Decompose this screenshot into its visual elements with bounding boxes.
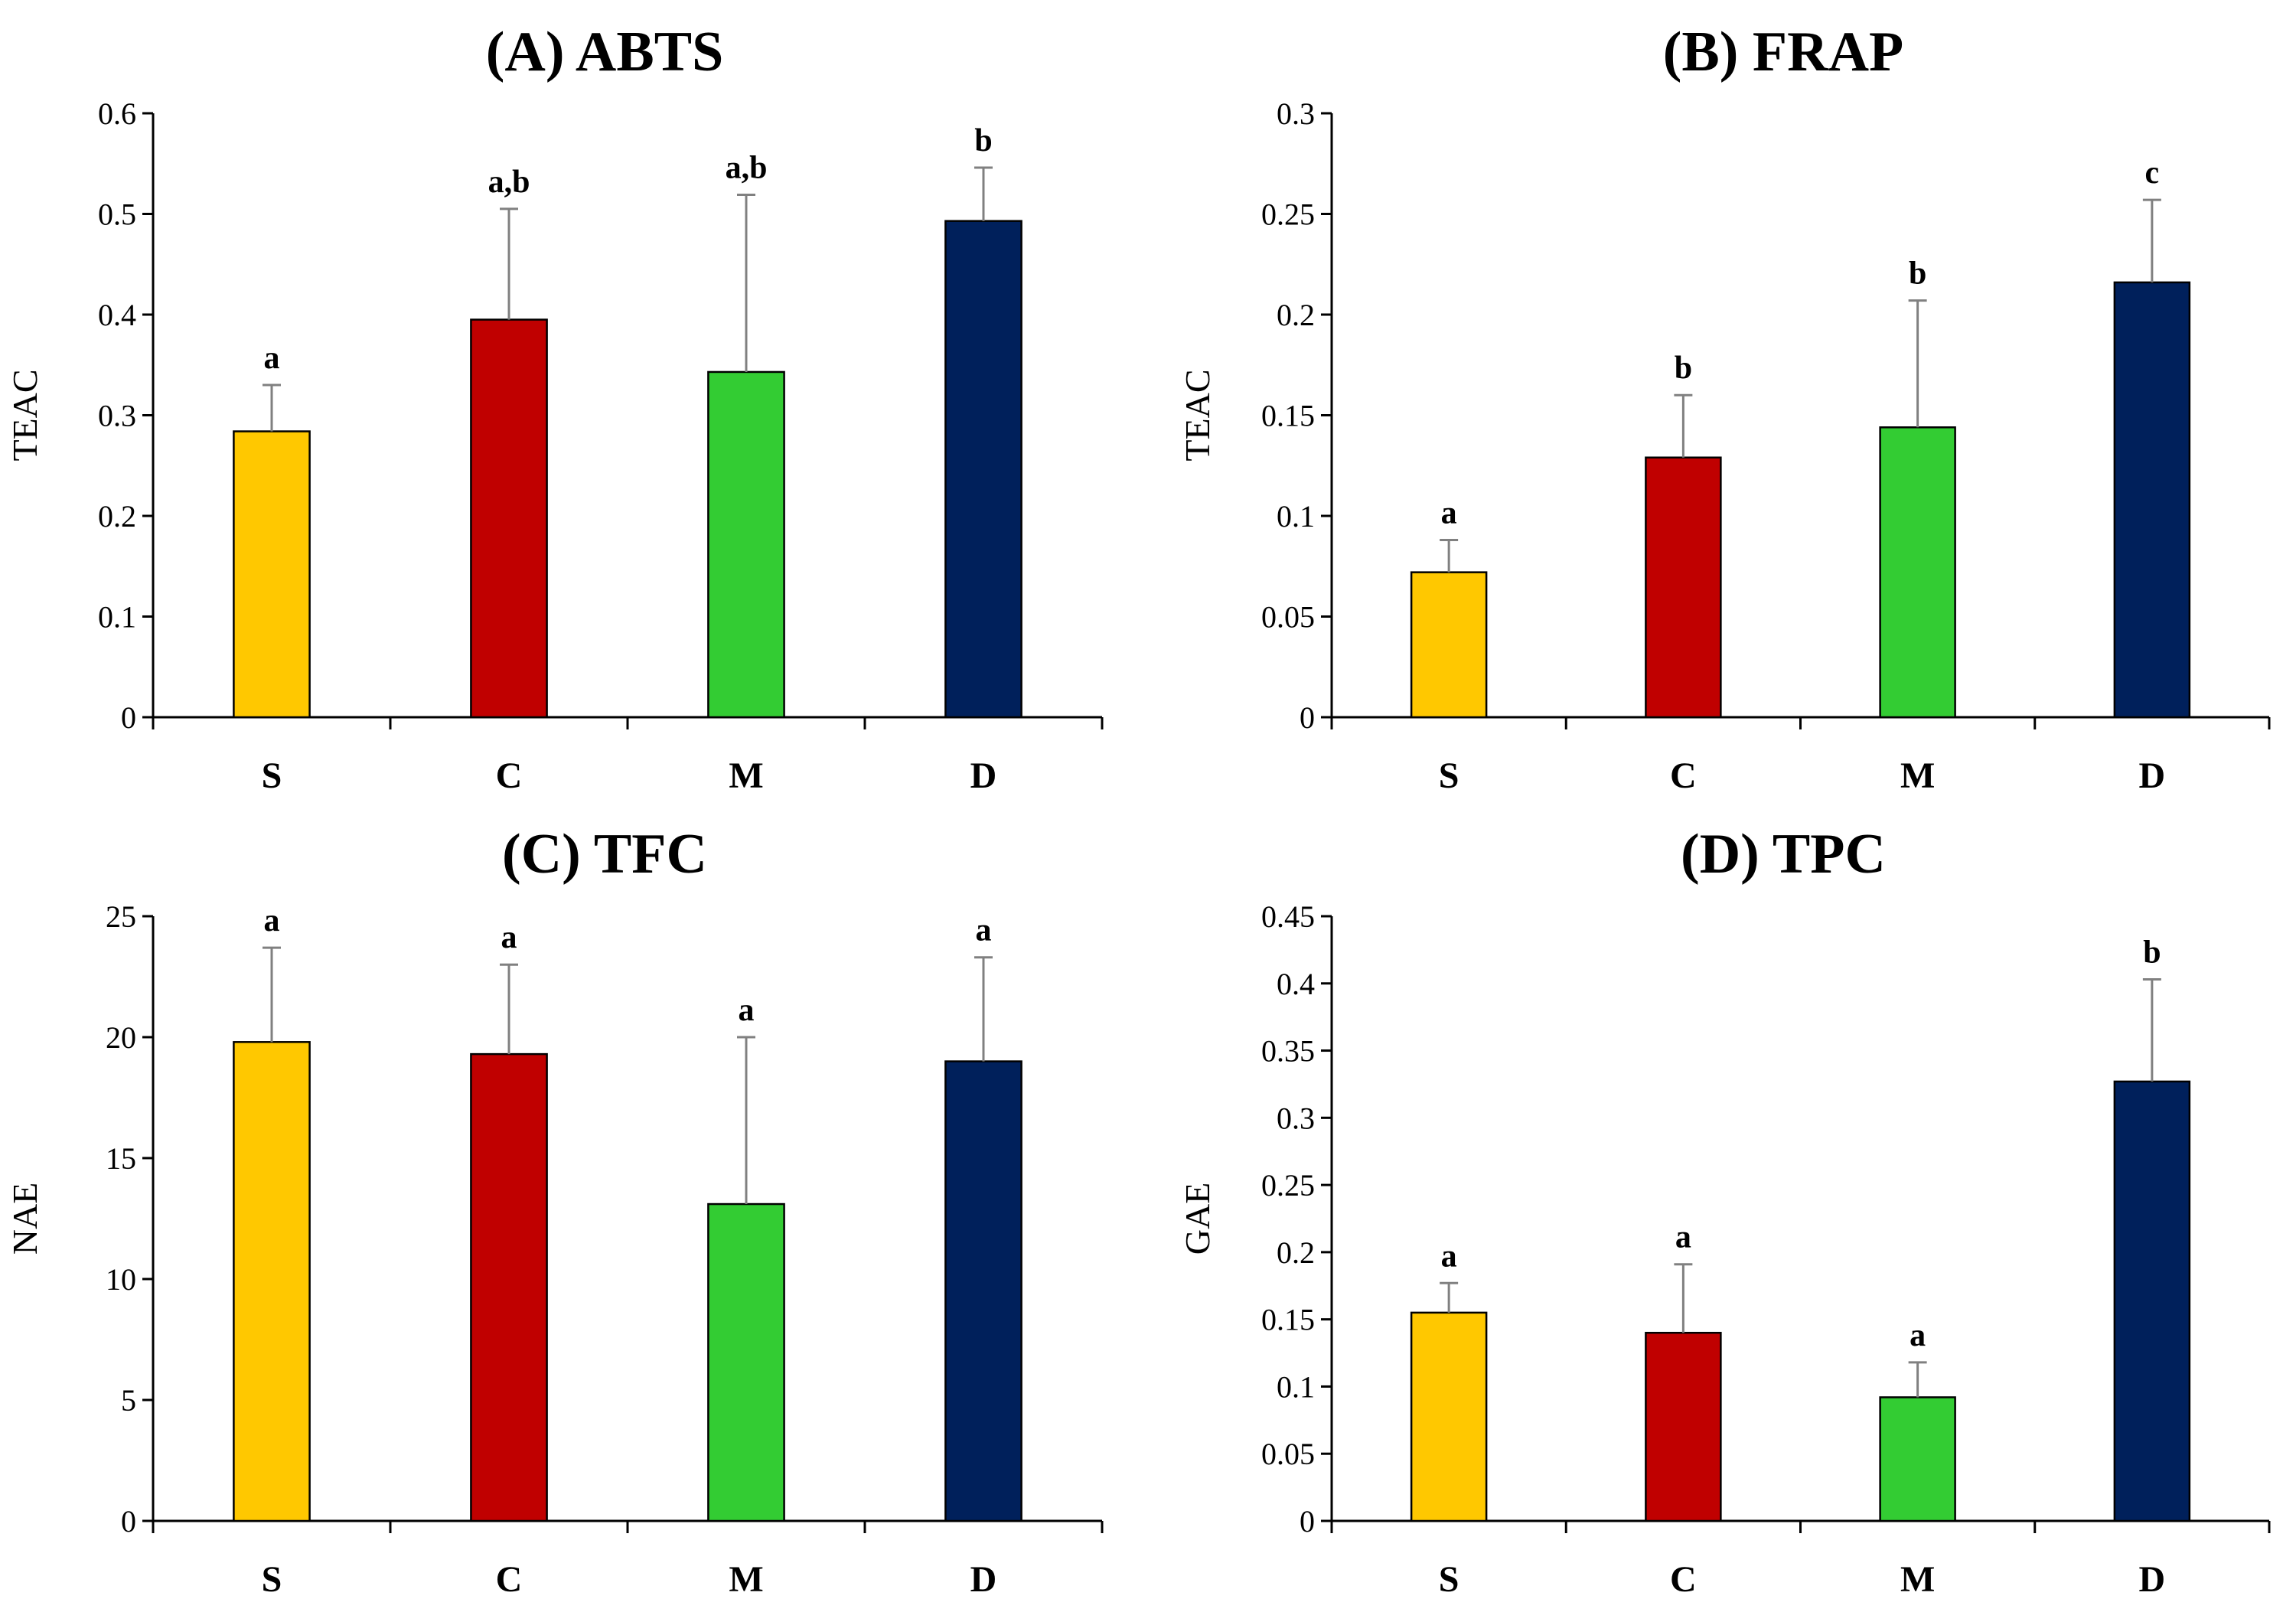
significance-label: a: [501, 920, 517, 955]
bar-m: [707, 370, 785, 719]
chart-panel-2: (B) FRAP TEAC 0 0.05 0.1 0.15 0.2 0.25 0.3 a Sb Cb M…: [1178, 21, 2271, 796]
y-tick-label: 0.2: [1277, 298, 1315, 332]
chart-panel-3: (C) TFC NAE 0 5 10 15 20 25 a Sa Ca Ma D: [5, 823, 1104, 1600]
x-tick-label: C: [1670, 755, 1697, 796]
y-tick-label: 0.4: [1277, 967, 1315, 1001]
chart-panel-4: (D) TPC GAE 0 0.05 0.1 0.15 0.2 0.25 0.3 0.35 0.4 0…: [1178, 823, 2271, 1600]
y-tick-label: 0.15: [1261, 399, 1315, 433]
bar-d: [2113, 281, 2191, 719]
y-tick-label: 0.2: [1277, 1235, 1315, 1270]
x-tick-label: S: [1439, 1559, 1459, 1600]
bar-m: [707, 1202, 785, 1522]
y-tick-label: 0.6: [98, 96, 136, 131]
y-tick-label: 0.25: [1261, 197, 1315, 232]
x-tick-label: D: [2139, 1559, 2166, 1600]
bar-d: [944, 1060, 1022, 1522]
chart-title: (B) FRAP: [1663, 21, 1903, 83]
x-tick-label: M: [729, 1559, 763, 1600]
y-axis-label: TEAC: [5, 369, 44, 461]
y-tick-label: 0.1: [98, 600, 136, 635]
significance-label: a: [264, 341, 280, 376]
x-tick-label: M: [1900, 1559, 1935, 1600]
bar-d: [2113, 1080, 2191, 1522]
y-tick-label: 0.1: [1277, 499, 1315, 534]
significance-label: a: [1441, 1238, 1457, 1274]
x-tick-label: D: [970, 755, 997, 796]
y-tick-label: 0: [1300, 1504, 1315, 1539]
bar-c: [470, 318, 548, 719]
y-tick-label: 0.05: [1261, 1437, 1315, 1471]
chart-title: (A) ABTS: [486, 21, 723, 83]
significance-label: b: [1909, 256, 1926, 292]
x-tick-label: M: [1900, 755, 1935, 796]
y-tick-label: 0.4: [98, 298, 136, 332]
bar-s: [1410, 571, 1488, 719]
y-tick-label: 0.15: [1261, 1303, 1315, 1337]
chart-title: (D) TPC: [1681, 823, 1886, 886]
x-tick-label: M: [729, 755, 763, 796]
y-tick-label: 25: [106, 899, 136, 934]
y-tick-label: 15: [106, 1141, 136, 1176]
significance-label: a,b: [726, 151, 768, 186]
y-tick-label: 20: [106, 1020, 136, 1055]
x-tick-label: S: [262, 755, 282, 796]
bar-c: [1645, 1331, 1722, 1522]
y-tick-label: 0: [1300, 700, 1315, 735]
y-tick-label: 10: [106, 1262, 136, 1297]
bar-c: [1645, 456, 1722, 719]
y-tick-label: 0.45: [1261, 899, 1315, 934]
chart-title: (C) TFC: [502, 823, 707, 886]
y-tick-label: 0: [121, 1504, 136, 1539]
significance-label: a: [1910, 1318, 1926, 1353]
significance-label: b: [974, 123, 992, 158]
y-tick-label: 0.5: [98, 197, 136, 232]
y-tick-label: 0.3: [98, 399, 136, 433]
y-tick-label: 0.05: [1261, 600, 1315, 635]
significance-label: a: [976, 913, 992, 948]
x-tick-label: C: [1670, 1559, 1697, 1600]
significance-label: c: [2145, 155, 2160, 191]
x-tick-label: C: [496, 755, 523, 796]
chart-panel-1: (A) ABTS TEAC 0 0.1 0.2 0.3 0.4 0.5 0.6 a Sa,b Ca,b…: [5, 21, 1104, 796]
x-tick-label: D: [970, 1559, 997, 1600]
bar-m: [1879, 426, 1956, 719]
x-tick-label: C: [496, 1559, 523, 1600]
y-axis-label: TEAC: [1178, 369, 1217, 461]
bar-s: [233, 430, 311, 719]
y-axis-label: GAE: [1178, 1183, 1217, 1255]
x-tick-label: D: [2139, 755, 2166, 796]
y-tick-label: 0.3: [1277, 96, 1315, 131]
bar-d: [944, 220, 1022, 719]
significance-label: a: [264, 903, 280, 938]
significance-label: a: [1675, 1220, 1691, 1255]
y-tick-label: 0.25: [1261, 1168, 1315, 1202]
significance-label: a,b: [488, 165, 530, 200]
y-tick-label: 0.2: [98, 499, 136, 534]
y-tick-label: 0.1: [1277, 1369, 1315, 1404]
significance-label: a: [739, 993, 755, 1028]
significance-label: b: [1675, 351, 1692, 386]
y-tick-label: 0.35: [1261, 1034, 1315, 1069]
bar-m: [1879, 1396, 1956, 1522]
x-tick-label: S: [262, 1559, 282, 1600]
bar-s: [233, 1041, 311, 1522]
bar-s: [1410, 1311, 1488, 1522]
y-tick-label: 0.3: [1277, 1101, 1315, 1135]
significance-label: b: [2143, 935, 2161, 971]
x-tick-label: S: [1439, 755, 1459, 796]
bar-c: [470, 1052, 548, 1522]
y-axis-label: NAE: [5, 1183, 44, 1255]
significance-label: a: [1441, 496, 1457, 531]
y-tick-label: 5: [121, 1383, 136, 1418]
y-tick-label: 0: [121, 700, 136, 735]
